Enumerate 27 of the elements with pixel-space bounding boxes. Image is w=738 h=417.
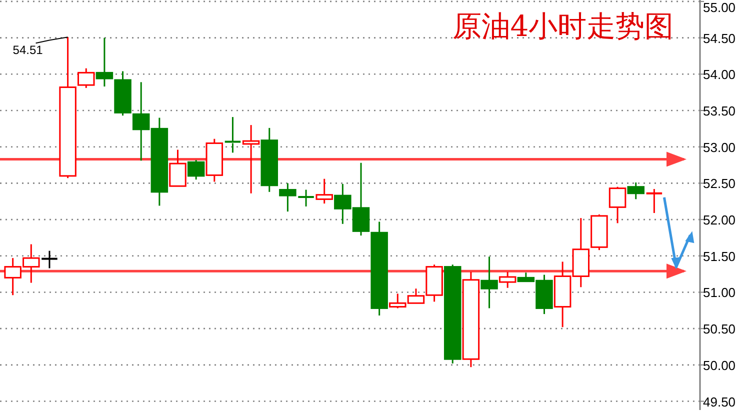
ytick-label: 53.50 <box>703 104 736 118</box>
ytick-label: 51.50 <box>703 248 736 264</box>
ytick-label: 52.00 <box>703 212 736 228</box>
candlestick <box>572 217 590 288</box>
candlestick <box>224 116 242 154</box>
ytick-label: 50.00 <box>703 358 736 373</box>
ytick-label: 52.50 <box>703 176 736 192</box>
ytick-label: 54.50 <box>703 30 736 46</box>
candlestick <box>242 124 260 194</box>
annotation: 54.51 <box>12 43 44 58</box>
candlestick <box>260 127 278 193</box>
candlestick <box>334 183 352 225</box>
candlestick <box>150 117 168 206</box>
annotation: 54.51 <box>12 36 68 58</box>
candlestick <box>4 257 22 296</box>
ytick-label: 53.00 <box>703 140 736 155</box>
ytick-label: 51.00 <box>703 285 736 300</box>
candlestick <box>22 244 40 284</box>
title: 原油4小时走势图 <box>452 9 674 43</box>
ytick-label: 50.50 <box>703 322 736 337</box>
candlestick <box>480 256 498 309</box>
candlestick <box>554 260 572 328</box>
ytick-label: 55.00 <box>703 0 736 15</box>
ytick-label: 49.50 <box>703 394 736 410</box>
candlestick <box>279 182 296 212</box>
candlestick <box>132 81 150 162</box>
ytick-label: 54.00 <box>703 67 736 82</box>
